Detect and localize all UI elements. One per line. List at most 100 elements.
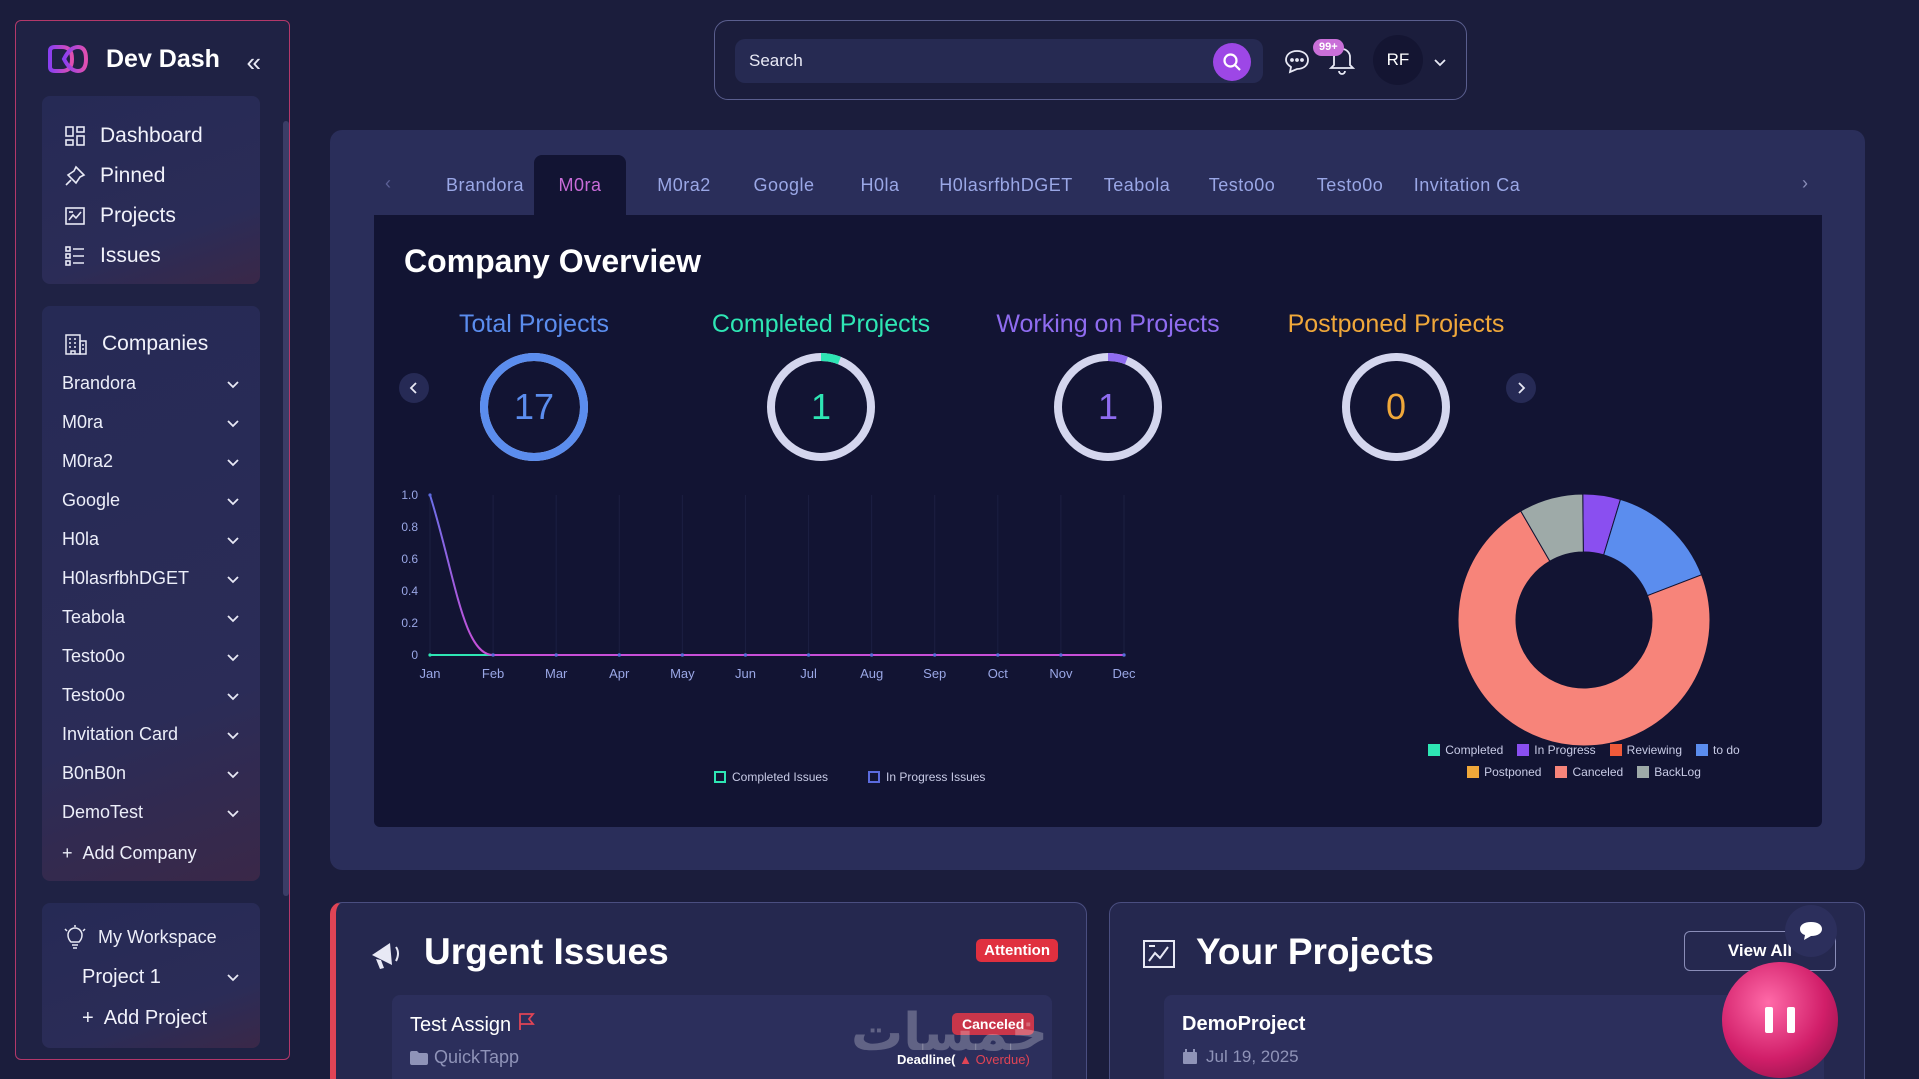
tab-company[interactable]: Invitation Ca <box>1413 175 1521 195</box>
workspace-heading[interactable]: My Workspace <box>42 917 260 957</box>
legend-label: to do <box>1713 743 1740 757</box>
nav-item-issues[interactable]: Issues <box>42 236 260 276</box>
nav-item-projects[interactable]: Projects <box>42 196 260 236</box>
nav-item-dashboard[interactable]: Dashboard <box>42 116 260 156</box>
calendar-icon <box>1183 1049 1197 1064</box>
company-item[interactable]: H0lasrfbhDGET <box>42 559 260 598</box>
chevron-down-icon[interactable] <box>226 728 240 742</box>
overview-panel: ‹ Brandora M0ra M0ra2 Google H0la H0lasrfbhDG… <box>330 130 1865 870</box>
legend-item[interactable]: to do <box>1696 743 1740 757</box>
tab-company[interactable]: Testo0o <box>1208 175 1276 195</box>
chevron-down-icon[interactable] <box>1433 55 1447 69</box>
chevron-down-icon[interactable] <box>226 650 240 664</box>
workspace-project-item[interactable]: Project 1 <box>42 957 260 997</box>
company-item[interactable]: M0ra <box>42 403 260 442</box>
chevron-down-icon[interactable] <box>226 533 240 547</box>
legend-item[interactable]: Postponed <box>1467 765 1541 779</box>
tabs-scroll-right-icon[interactable]: › <box>1802 173 1808 193</box>
company-item[interactable]: DemoTest <box>42 793 260 832</box>
legend-item[interactable]: Completed Issues <box>714 770 828 784</box>
workspace-heading-label: My Workspace <box>98 926 217 947</box>
tab-company[interactable]: M0ra <box>534 155 626 215</box>
y-tick-label: 0.4 <box>401 584 418 598</box>
search-box <box>735 39 1263 83</box>
chevron-down-icon[interactable] <box>226 611 240 625</box>
add-project-button[interactable]: + Add Project <box>42 997 260 1039</box>
legend-swatch <box>1696 744 1709 756</box>
search-input[interactable] <box>749 39 1189 83</box>
x-tick-label: Jan <box>420 666 441 681</box>
nav-label: Projects <box>100 204 176 227</box>
x-tick-label: Dec <box>1112 666 1136 681</box>
data-point <box>1122 653 1126 657</box>
sidebar-scrollbar[interactable] <box>283 121 289 896</box>
add-company-button[interactable]: + Add Company <box>42 832 260 874</box>
legend-item[interactable]: Completed <box>1428 743 1503 757</box>
company-item[interactable]: H0la <box>42 520 260 559</box>
stat-label: Postponed Projects <box>1287 310 1505 338</box>
chevron-down-icon[interactable] <box>226 494 240 508</box>
carousel-prev-button[interactable] <box>399 373 429 403</box>
legend-item[interactable]: Canceled <box>1555 765 1623 779</box>
chevron-down-icon[interactable] <box>226 455 240 469</box>
company-item[interactable]: Brandora <box>42 364 260 403</box>
tab-company[interactable]: H0la <box>860 175 900 195</box>
chevron-down-icon[interactable] <box>226 416 240 430</box>
brand[interactable]: Dev Dash <box>46 43 220 75</box>
stat-card: Postponed Projects 0 <box>1256 310 1536 465</box>
chevron-down-icon[interactable] <box>226 970 240 984</box>
collapse-sidebar-icon[interactable]: « <box>246 47 261 77</box>
legend-item[interactable]: BackLog <box>1637 765 1701 779</box>
company-item[interactable]: B0nB0n <box>42 754 260 793</box>
carousel-next-button[interactable] <box>1506 373 1536 403</box>
tab-company[interactable]: Google <box>753 175 815 195</box>
company-item[interactable]: Teabola <box>42 598 260 637</box>
y-tick-label: 0.8 <box>401 520 418 534</box>
company-label: Testo0o <box>62 685 126 705</box>
chevron-down-icon[interactable] <box>226 806 240 820</box>
tabs-scroll-left-icon[interactable]: ‹ <box>385 173 391 193</box>
stat-progress-arc <box>1054 353 1162 461</box>
chevron-down-icon[interactable] <box>226 689 240 703</box>
company-label: Google <box>62 490 121 510</box>
main-nav: Dashboard Pinned Projects Issues <box>42 96 260 284</box>
legend-swatch <box>1555 766 1568 778</box>
tab-company[interactable]: H0lasrfbhDGET <box>939 175 1073 195</box>
chevron-down-icon[interactable] <box>226 767 240 781</box>
legend-item[interactable]: In Progress Issues <box>868 770 985 784</box>
search-button[interactable] <box>1213 43 1251 81</box>
chevron-down-icon[interactable] <box>226 572 240 586</box>
project-item[interactable]: DemoProject Jul 19, 2025 <box>1164 995 1824 1079</box>
issue-item[interactable]: Test Assign QuickTapp Canceled Deadline(… <box>392 995 1052 1079</box>
legend-item[interactable]: In Progress <box>1517 743 1596 757</box>
add-company-label: Add Company <box>82 842 197 863</box>
attention-badge: Attention <box>976 939 1058 962</box>
chat-fab-button[interactable] <box>1785 905 1837 957</box>
company-item[interactable]: Testo0o <box>42 676 260 715</box>
recording-pause-button[interactable] <box>1722 962 1838 1078</box>
x-tick-label: Feb <box>482 666 504 681</box>
x-tick-label: Sep <box>923 666 946 681</box>
stat-card: Working on Projects 1 <box>968 310 1248 465</box>
avatar[interactable]: RF <box>1373 35 1423 85</box>
companies-heading[interactable]: Companies <box>42 324 260 364</box>
company-item[interactable]: Invitation Card <box>42 715 260 754</box>
tab-company[interactable]: Testo0o <box>1316 175 1384 195</box>
chat-icon[interactable] <box>1283 47 1311 75</box>
company-item[interactable]: Google <box>42 481 260 520</box>
legend-item[interactable]: Reviewing <box>1609 743 1682 757</box>
project-date: Jul 19, 2025 <box>1182 1047 1299 1067</box>
tab-company[interactable]: Teabola <box>1103 175 1171 195</box>
tab-company[interactable]: Brandora <box>445 175 525 195</box>
tab-company[interactable]: M0ra2 <box>657 175 711 195</box>
nav-label: Pinned <box>100 164 166 187</box>
company-item[interactable]: M0ra2 <box>42 442 260 481</box>
chevron-down-icon[interactable] <box>226 377 240 391</box>
folder-icon <box>410 1050 428 1065</box>
company-item[interactable]: Testo0o <box>42 637 260 676</box>
stat-value: 1 <box>1097 386 1119 427</box>
data-point <box>933 653 937 657</box>
stat-ring: 0 <box>1338 349 1454 465</box>
stat-ring: 1 <box>763 349 879 465</box>
nav-item-pinned[interactable]: Pinned <box>42 156 260 196</box>
